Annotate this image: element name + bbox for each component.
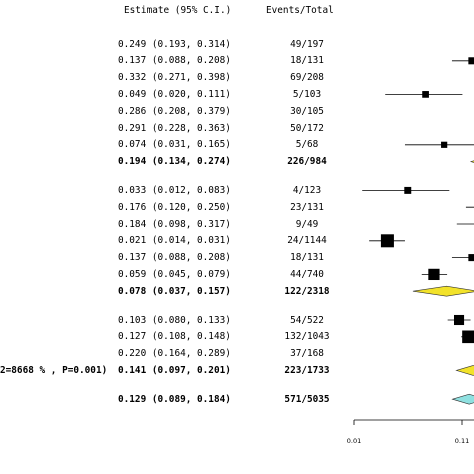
events-text: 23/131 bbox=[290, 201, 324, 213]
estimate-text: 0.141 (0.097, 0.201) bbox=[118, 364, 231, 376]
column-header-estimate: Estimate (95% C.I.) bbox=[124, 5, 232, 16]
estimate-text: 0.103 (0.080, 0.133) bbox=[118, 314, 231, 326]
study-marker bbox=[462, 330, 474, 344]
estimate-text: 0.332 (0.271, 0.398) bbox=[118, 72, 231, 84]
heterogeneity-text: 2=8668 % , P=0.001) bbox=[0, 364, 108, 376]
estimate-text: 0.194 (0.134, 0.274) bbox=[118, 156, 231, 168]
events-text: 44/740 bbox=[290, 268, 324, 280]
estimate-text: 0.021 (0.014, 0.031) bbox=[118, 235, 231, 247]
estimate-text: 0.127 (0.108, 0.148) bbox=[118, 331, 231, 343]
events-text: 4/123 bbox=[292, 184, 322, 196]
overall-diamond bbox=[451, 393, 474, 405]
estimate-text: 0.137 (0.088, 0.208) bbox=[118, 55, 231, 67]
estimate-text: 0.286 (0.208, 0.379) bbox=[118, 105, 231, 117]
estimate-text: 0.249 (0.193, 0.314) bbox=[118, 38, 231, 50]
study-marker bbox=[380, 234, 394, 248]
events-text: 18/131 bbox=[290, 55, 324, 67]
estimate-text: 0.129 (0.089, 0.184) bbox=[118, 393, 231, 405]
events-text: 49/197 bbox=[290, 38, 324, 50]
events-text: 54/522 bbox=[290, 314, 324, 326]
estimate-text: 0.049 (0.020, 0.111) bbox=[118, 88, 231, 100]
events-text: 5/68 bbox=[295, 139, 319, 151]
events-text: 50/172 bbox=[290, 122, 324, 134]
subtotal-diamond bbox=[412, 285, 474, 297]
events-text: 571/5035 bbox=[284, 393, 330, 405]
column-header-events: Events/Total bbox=[266, 5, 334, 16]
study-marker bbox=[428, 268, 440, 281]
events-text: 226/984 bbox=[287, 156, 327, 168]
estimate-text: 0.184 (0.098, 0.317) bbox=[118, 218, 231, 230]
events-text: 18/131 bbox=[290, 252, 324, 264]
x-tick-label: 0.01 bbox=[346, 437, 362, 445]
estimate-text: 0.033 (0.012, 0.083) bbox=[118, 184, 231, 196]
study-marker bbox=[453, 314, 465, 326]
subtotal-diamond bbox=[455, 365, 474, 376]
estimate-text: 0.074 (0.031, 0.165) bbox=[118, 139, 231, 151]
events-text: 223/1733 bbox=[284, 364, 330, 376]
estimate-text: 0.176 (0.120, 0.250) bbox=[118, 201, 231, 213]
estimate-text: 0.078 (0.037, 0.157) bbox=[118, 285, 231, 297]
events-text: 122/2318 bbox=[284, 285, 330, 297]
events-text: 30/105 bbox=[290, 105, 324, 117]
estimate-text: 0.220 (0.164, 0.289) bbox=[118, 348, 231, 360]
estimate-text: 0.137 (0.088, 0.208) bbox=[118, 252, 231, 264]
x-tick-label: 0.11 bbox=[454, 437, 470, 445]
study-marker bbox=[422, 91, 429, 98]
events-text: 9/49 bbox=[295, 218, 319, 230]
events-text: 5/103 bbox=[292, 88, 322, 100]
events-text: 69/208 bbox=[290, 72, 324, 84]
study-marker bbox=[404, 186, 412, 194]
events-text: 24/1144 bbox=[287, 235, 327, 247]
subtotal-diamond bbox=[469, 160, 474, 163]
events-text: 132/1043 bbox=[284, 331, 330, 343]
forest-marks bbox=[362, 57, 474, 405]
estimate-text: 0.291 (0.228, 0.363) bbox=[118, 122, 231, 134]
study-marker bbox=[468, 57, 474, 65]
study-marker bbox=[441, 141, 448, 148]
events-text: 37/168 bbox=[290, 348, 324, 360]
study-marker bbox=[468, 254, 474, 262]
estimate-text: 0.059 (0.045, 0.079) bbox=[118, 268, 231, 280]
